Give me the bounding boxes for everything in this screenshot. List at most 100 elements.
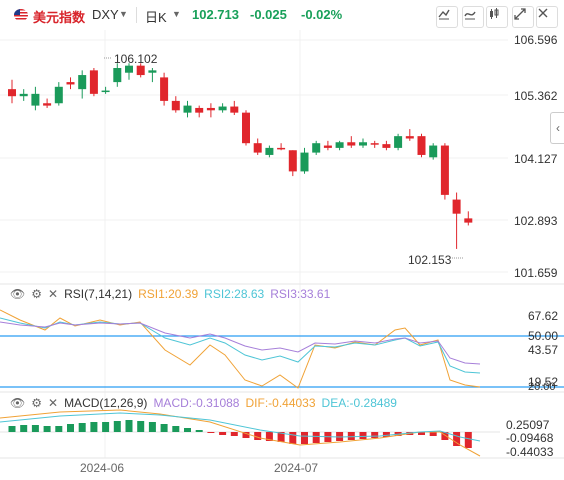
- rsi-axis-label: 67.62: [528, 309, 559, 323]
- toolbar: 美元指数 DXY ▼ 日K ▼ 102.713 -0.025 -0.02%: [0, 0, 564, 30]
- macd-axis-label: -0.44033: [506, 445, 554, 459]
- candle-body: [277, 147, 286, 150]
- symbol-name[interactable]: 美元指数: [33, 10, 86, 25]
- candle-style-icon[interactable]: [486, 6, 508, 28]
- macd-histogram-bar: [289, 432, 297, 444]
- macd-histogram-bar: [160, 424, 168, 432]
- macd-histogram-bar: [102, 422, 110, 432]
- macd-title: MACD(12,26,9): [64, 396, 148, 410]
- candle-body: [195, 107, 204, 113]
- close-icon[interactable]: ✕: [48, 287, 59, 301]
- macd-histogram-bar: [359, 432, 367, 439]
- divider: [136, 7, 137, 23]
- eye-icon[interactable]: 👁: [10, 396, 26, 410]
- macd-histogram-bar: [8, 426, 16, 432]
- macd-histogram-bar: [31, 425, 39, 432]
- candle-body: [265, 147, 274, 155]
- macd-histogram-bar: [90, 422, 98, 432]
- candle-body: [101, 90, 110, 93]
- candle-body: [19, 93, 28, 97]
- settings-icon[interactable]: ⚙: [31, 287, 42, 301]
- candle-body: [218, 106, 227, 111]
- macd-legend: 👁 ⚙ ✕ MACD(12,26,9) MACD:-0.31088 DIF:-0…: [10, 395, 403, 411]
- chevron-down-icon[interactable]: ▼: [172, 9, 181, 19]
- candle-body: [300, 152, 309, 172]
- rsi3-line: [0, 321, 481, 365]
- macd-histogram-bar: [453, 432, 461, 446]
- rsi1-value: RSI1:20.39: [138, 287, 199, 301]
- candle-body: [54, 86, 63, 104]
- dea-line: [0, 412, 481, 442]
- candle-body: [370, 143, 379, 145]
- rsi-legend: 👁 ⚙ ✕ RSI(7,14,21) RSI1:20.39 RSI2:28.63…: [10, 286, 336, 302]
- macd-histogram-bar: [242, 432, 250, 438]
- chevron-down-icon[interactable]: ▼: [119, 9, 128, 19]
- rsi-axis-label: 50.00: [528, 329, 559, 343]
- candle-body: [66, 82, 75, 85]
- rsi1-line: [0, 309, 481, 389]
- macd-histogram-bar: [125, 420, 133, 432]
- indicator-tool-icon[interactable]: [462, 6, 484, 28]
- macd-histogram-bar: [20, 425, 28, 432]
- close-icon[interactable]: ✕: [48, 396, 59, 410]
- candle-body: [464, 218, 473, 223]
- rsi-axis-label: 19.52: [528, 375, 559, 389]
- rsi-title: RSI(7,14,21): [64, 287, 133, 301]
- price-axis-label: 102.893: [514, 214, 558, 228]
- collapse-panel-button[interactable]: ‹: [550, 112, 564, 144]
- candle-body: [125, 65, 133, 73]
- candle-body: [405, 136, 414, 139]
- macd-histogram-bar: [195, 430, 203, 432]
- macd-histogram-bar: [55, 426, 63, 432]
- macd-histogram-bar: [382, 432, 390, 437]
- macd-histogram-bar: [429, 432, 437, 436]
- candle-body: [89, 70, 98, 94]
- price-axis-label: 105.362: [514, 89, 558, 103]
- macd-histogram-bar: [67, 424, 74, 432]
- candle-body: [136, 65, 145, 76]
- macd-axis-label: 0.25097: [506, 418, 550, 432]
- price-change-pct: -0.02%: [301, 7, 343, 22]
- price-axis-label: 101.659: [514, 266, 558, 280]
- symbol-code[interactable]: DXY: [92, 7, 119, 22]
- macd-histogram-bar: [441, 432, 449, 440]
- close-icon[interactable]: [536, 6, 558, 28]
- candle-body: [113, 68, 122, 83]
- macd-histogram-bar: [371, 432, 379, 438]
- candle-body: [347, 142, 356, 146]
- date-label: 2024-07: [274, 461, 319, 475]
- macd-histogram-bar: [265, 432, 273, 441]
- period-selector[interactable]: 日K: [145, 10, 167, 25]
- dif-value: DIF:-0.44033: [245, 396, 316, 410]
- rsi-axis-label: 20.00: [528, 381, 556, 393]
- candle-body: [417, 136, 426, 155]
- candle-body: [160, 77, 169, 101]
- macd-histogram-bar: [418, 432, 425, 435]
- us-flag-icon: [14, 9, 28, 21]
- candle-body: [8, 89, 16, 97]
- candle-body: [429, 145, 438, 158]
- macd-histogram-bar: [301, 432, 308, 444]
- dea-value: DEA:-0.28489: [321, 396, 397, 410]
- macd-histogram-bar: [277, 432, 285, 442]
- last-price: 102.713: [192, 7, 239, 22]
- expand-icon[interactable]: [512, 6, 534, 28]
- candle-body: [230, 106, 239, 113]
- rsi-axis-label: 43.57: [528, 343, 559, 357]
- macd-histogram-bar: [347, 432, 355, 440]
- eye-icon[interactable]: 👁: [10, 287, 26, 301]
- line-tool-icon[interactable]: [436, 6, 458, 28]
- price-axis-label: 104.127: [514, 152, 558, 166]
- macd-axis-label: -0.09468: [506, 431, 554, 445]
- price-change: -0.025: [250, 7, 287, 22]
- macd-histogram-bar: [464, 432, 472, 448]
- candle-body: [171, 100, 180, 111]
- candle-body: [78, 75, 87, 90]
- macd-histogram-bar: [207, 432, 215, 433]
- candle-body: [242, 112, 250, 144]
- macd-histogram-bar: [254, 432, 262, 440]
- macd-histogram-bar: [172, 426, 180, 432]
- settings-icon[interactable]: ⚙: [31, 396, 42, 410]
- candle-body: [359, 142, 367, 146]
